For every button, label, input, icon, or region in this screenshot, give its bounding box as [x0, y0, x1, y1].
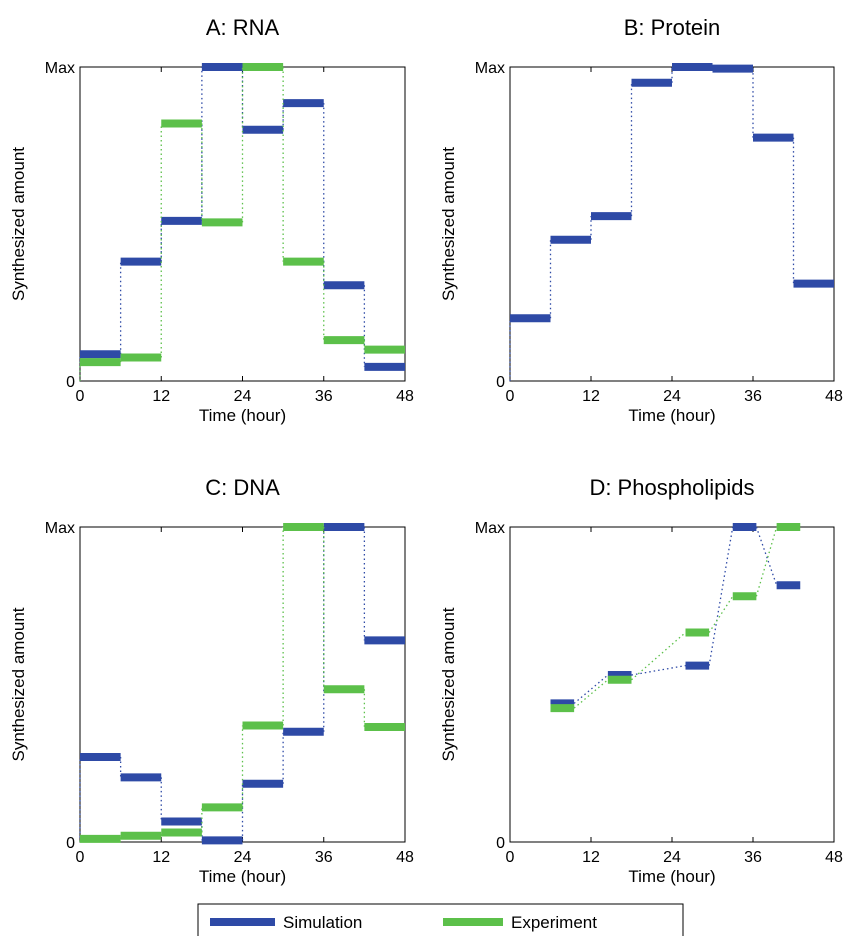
- x-tick-label: 0: [506, 388, 515, 405]
- y-axis-label: Synthesized amount: [9, 607, 28, 761]
- x-tick-label: 24: [663, 849, 681, 866]
- y-tick-label: Max: [45, 520, 75, 537]
- y-tick-label: 0: [496, 835, 505, 852]
- x-tick-label: 36: [315, 388, 333, 405]
- x-axis-label: Time (hour): [628, 406, 715, 425]
- series-simulation: [550, 523, 801, 708]
- x-tick-label: 12: [582, 388, 600, 405]
- series-experiment: [79, 63, 405, 381]
- x-tick-label: 48: [396, 849, 414, 866]
- y-tick-label: Max: [475, 60, 505, 77]
- connector: [755, 526, 778, 586]
- series-simulation: [79, 523, 405, 845]
- panel-d-phospholipids: D: Phospholipids 0 12 24 36 48 0 Max Time (hour)…: [439, 475, 843, 886]
- series-experiment: [79, 523, 405, 843]
- connector: [708, 595, 734, 633]
- x-axis-label: Time (hour): [628, 867, 715, 886]
- x-tick-label: 24: [234, 388, 252, 405]
- y-tick-label: 0: [496, 374, 505, 391]
- connector: [631, 664, 686, 676]
- x-tick-label: 48: [396, 388, 414, 405]
- legend-box: [197, 903, 684, 936]
- series-experiment: [550, 523, 801, 713]
- x-tick-label: 12: [152, 388, 170, 405]
- y-tick-label: Max: [45, 60, 75, 77]
- series-simulation: [509, 63, 834, 381]
- x-tick-label: 12: [152, 849, 170, 866]
- connector: [708, 526, 734, 666]
- x-axis-label: Time (hour): [199, 867, 286, 886]
- legend-label-simulation: Simulation: [283, 913, 362, 932]
- panel-b-protein: B: Protein 0 12 24 36 48 0 Max Time (hour) Synthe…: [439, 15, 843, 425]
- panel-title: C: DNA: [205, 475, 280, 500]
- y-axis-label: Synthesized amount: [9, 147, 28, 301]
- y-axis-label: Synthesized amount: [439, 147, 458, 301]
- axes-box: [509, 526, 835, 843]
- y-axis-label: Synthesized amount: [439, 607, 458, 761]
- panel-c-dna: C: DNA 0 12 24 36 48 0 Max Time (hour) Synthesize…: [9, 475, 414, 886]
- x-tick-label: 48: [825, 849, 843, 866]
- x-tick-label: 36: [744, 849, 762, 866]
- y-tick-label: Max: [475, 520, 505, 537]
- x-tick-label: 12: [582, 849, 600, 866]
- panel-a-rna: A: RNA 0 12 24 36 48 0 Max Time (hour) Synthesize…: [9, 15, 414, 425]
- x-tick-label: 36: [315, 849, 333, 866]
- panel-title: A: RNA: [206, 15, 280, 40]
- x-tick-label: 24: [663, 388, 681, 405]
- panel-title: B: Protein: [624, 15, 721, 40]
- x-tick-label: 36: [744, 388, 762, 405]
- x-tick-label: 0: [76, 849, 85, 866]
- connector: [631, 632, 686, 681]
- axes-box: [509, 66, 835, 382]
- y-tick-label: 0: [66, 835, 75, 852]
- y-tick-label: 0: [66, 374, 75, 391]
- panel-title: D: Phospholipids: [589, 475, 754, 500]
- x-tick-label: 48: [825, 388, 843, 405]
- x-axis-label: Time (hour): [199, 406, 286, 425]
- x-tick-label: 24: [234, 849, 252, 866]
- legend: Simulation Experiment: [197, 903, 684, 936]
- connector: [573, 679, 609, 709]
- x-tick-label: 0: [506, 849, 515, 866]
- x-tick-label: 0: [76, 388, 85, 405]
- legend-label-experiment: Experiment: [511, 913, 597, 932]
- connector: [755, 526, 778, 597]
- connector: [573, 674, 609, 704]
